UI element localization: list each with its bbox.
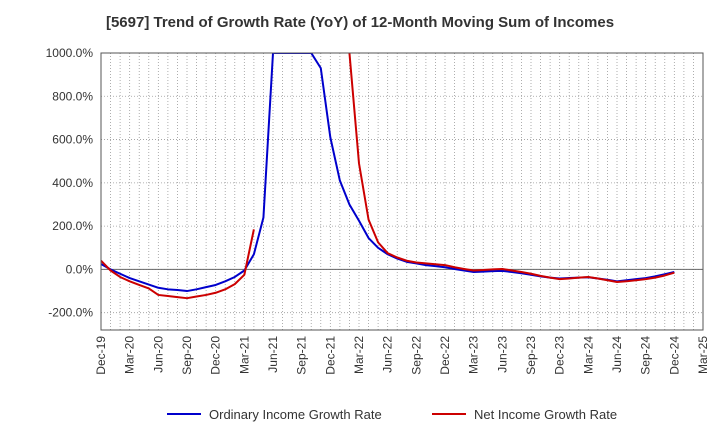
y-tick-label: -200.0% (48, 306, 93, 320)
plot-frame (100, 52, 704, 331)
x-tick-label: Jun-21 (266, 336, 280, 373)
net-income-growth-rate-line (101, 229, 255, 300)
grid (101, 52, 703, 330)
y-axis-ticks: -200.0% 0.0% 200.0% 400.0% 600.0% 800.0% 1000.… (46, 46, 94, 320)
legend-label: Net Income Growth Rate (474, 407, 617, 422)
x-tick-label: Dec-24 (667, 336, 681, 375)
x-tick-label: Dec-21 (323, 336, 337, 375)
x-tick-label: Jun-24 (610, 336, 624, 373)
x-tick-label: Jun-23 (495, 336, 509, 373)
y-tick-label: 600.0% (52, 133, 93, 147)
x-tick-label: Sep-23 (524, 336, 538, 375)
x-tick-label: Mar-20 (123, 336, 137, 374)
x-tick-label: Sep-22 (409, 336, 423, 375)
chart-title: [5697] Trend of Growth Rate (YoY) of 12-… (105, 14, 615, 31)
y-tick-label: 1000.0% (46, 46, 94, 60)
series-lines (101, 53, 675, 300)
x-tick-label: Mar-25 (696, 336, 710, 374)
y-tick-label: 800.0% (52, 89, 93, 103)
x-tick-label: Sep-24 (639, 336, 653, 375)
x-tick-label: Jun-22 (381, 336, 395, 373)
plot-border (100, 52, 704, 331)
legend-label: Ordinary Income Growth Rate (209, 407, 382, 422)
y-tick-label: 200.0% (52, 219, 93, 233)
x-tick-label: Dec-20 (209, 336, 223, 375)
x-tick-label: Mar-23 (467, 336, 481, 374)
x-tick-label: Dec-23 (553, 336, 567, 375)
x-tick-label: Mar-22 (352, 336, 366, 374)
legend: Ordinary Income Growth Rate Net Income Gr… (167, 407, 617, 422)
x-tick-label: Mar-24 (581, 336, 595, 374)
x-tick-label: Jun-20 (151, 336, 165, 373)
y-tick-label: 400.0% (52, 176, 93, 190)
x-tick-label: Sep-20 (180, 336, 194, 375)
ordinary-income-growth-rate-line (101, 53, 675, 293)
x-tick-label: Dec-22 (438, 336, 452, 375)
x-axis-ticks: Dec-19 Mar-20 Jun-20 Sep-20 Dec-20 Mar-21 Jun-… (94, 336, 710, 375)
x-tick-label: Dec-19 (94, 336, 108, 375)
x-tick-label: Mar-21 (237, 336, 251, 374)
x-tick-label: Sep-21 (295, 336, 309, 375)
net-income-growth-rate-line (348, 53, 675, 283)
y-tick-label: 0.0% (66, 262, 94, 276)
